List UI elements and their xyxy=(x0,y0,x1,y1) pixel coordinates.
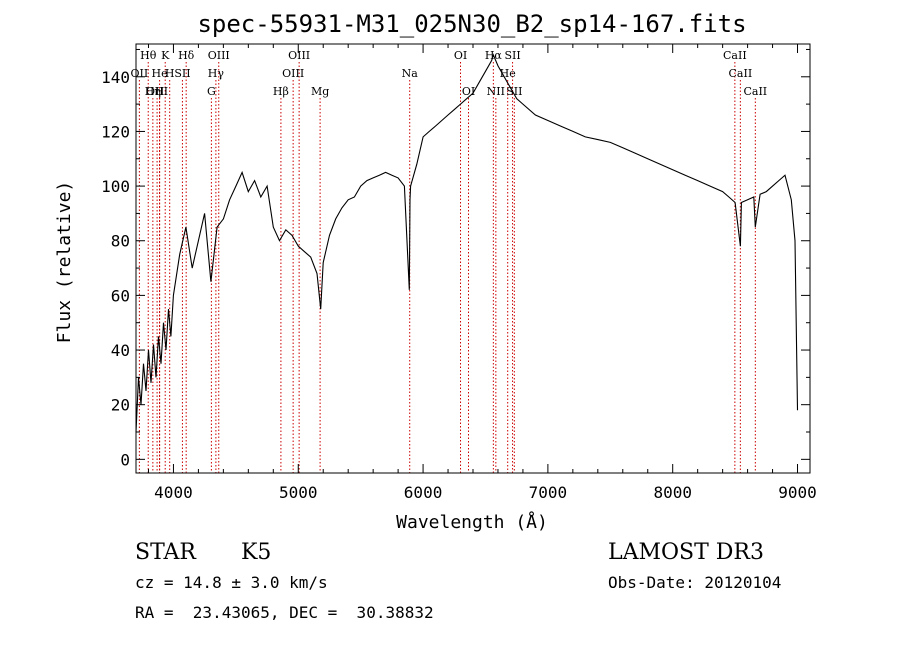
spectral-line-label: Hβ xyxy=(273,85,289,98)
spectral-line-label: Mg xyxy=(311,85,329,98)
spectral-line-label: OIII xyxy=(208,49,230,62)
spectral-line-label: OIII xyxy=(288,49,310,62)
y-tick-label: 0 xyxy=(120,450,130,469)
x-tick-label: 4000 xyxy=(154,483,193,502)
spectral-line-label: H xyxy=(165,67,175,80)
spectral-line-label: G xyxy=(207,85,216,98)
redshift-cz: cz = 14.8 ± 3.0 km/s xyxy=(135,573,328,592)
x-tick-label: 8000 xyxy=(653,483,692,502)
star-subclass: K5 xyxy=(241,540,272,565)
ra-dec: RA = 23.43065, DEC = 30.38832 xyxy=(135,603,434,622)
y-tick-label: 60 xyxy=(111,286,130,305)
spectral-line-label: Hθ xyxy=(140,49,157,62)
plot-frame xyxy=(135,43,811,474)
y-tick-label: 120 xyxy=(101,122,130,141)
spectral-line-label: K xyxy=(161,49,170,62)
spectral-line-label: OI xyxy=(462,85,475,98)
x-tick-label: 5000 xyxy=(279,483,318,502)
y-tick-label: 80 xyxy=(111,232,130,251)
spectral-line-label: Hδ xyxy=(178,49,195,62)
spectral-line-label: NII xyxy=(487,85,505,98)
x-tick-label: 6000 xyxy=(404,483,443,502)
spectral-line-label: Na xyxy=(402,67,419,80)
x-axis-label: Wavelength (Å) xyxy=(396,511,548,533)
spectral-line-label: SII xyxy=(506,85,522,98)
x-tick-label: 7000 xyxy=(529,483,568,502)
spectral-line-label: OII xyxy=(131,67,149,80)
y-tick-label: 40 xyxy=(111,341,130,360)
y-tick-label: 140 xyxy=(101,68,130,87)
spectral-line-label: CaII xyxy=(723,49,747,62)
spectral-line-label: He xyxy=(152,67,168,80)
spectral-line-label: CaII xyxy=(729,67,753,80)
x-tick-label: 9000 xyxy=(778,483,817,502)
spectral-line-label: Hη xyxy=(145,85,161,98)
star-class: STAR xyxy=(135,540,196,565)
spectral-line-label: OIII xyxy=(282,67,304,80)
y-tick-label: 100 xyxy=(101,177,130,196)
spectral-line-label: SII xyxy=(174,67,190,80)
spectral-line-label: H xyxy=(155,85,165,98)
spectral-line-label: SII xyxy=(504,49,520,62)
chart-title: spec-55931-M31_025N30_B2_sp14-167.fits xyxy=(197,10,746,38)
y-tick-label: 20 xyxy=(111,396,130,415)
observation-date: Obs-Date: 20120104 xyxy=(608,573,782,592)
spectrum-line xyxy=(135,53,799,433)
y-axis-label: Flux (relative) xyxy=(54,181,75,344)
spectral-line-label: OIII xyxy=(146,85,168,98)
spectral-line-label: CaII xyxy=(743,85,767,98)
survey-name: LAMOST DR3 xyxy=(608,540,764,565)
spectral-line-label: OI xyxy=(454,49,467,62)
spectral-line-label: Hγ xyxy=(208,67,225,80)
